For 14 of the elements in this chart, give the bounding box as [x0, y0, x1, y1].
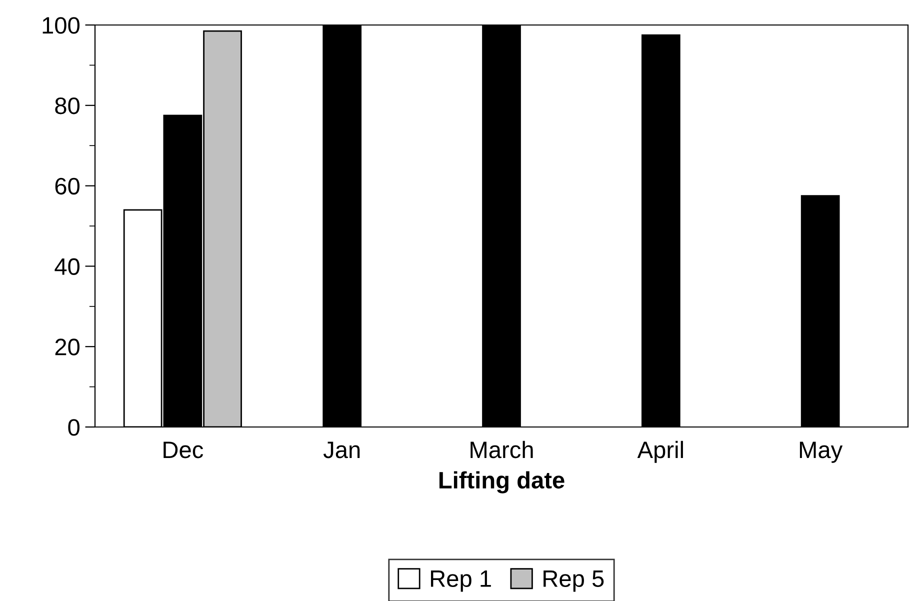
y-tick-label: 0: [68, 419, 80, 436]
y-tick-label: 20: [55, 338, 80, 356]
x-tick-label: March: [470, 440, 533, 458]
y-tick-label: 80: [55, 97, 80, 114]
y-tick-label: 100: [42, 17, 80, 34]
legend-label: Rep 1: [430, 570, 491, 592]
x-tick-label: May: [800, 442, 843, 463]
x-tick-label: Dec: [164, 442, 204, 458]
x-tick-label: April: [637, 440, 683, 463]
y-tick-label: 60: [55, 178, 80, 195]
x-tick-label: Jan: [323, 442, 360, 458]
y-tick-label: 40: [54, 258, 80, 275]
legend-label: Rep 5: [544, 570, 604, 592]
x-axis-title: Lifting date: [439, 471, 564, 494]
